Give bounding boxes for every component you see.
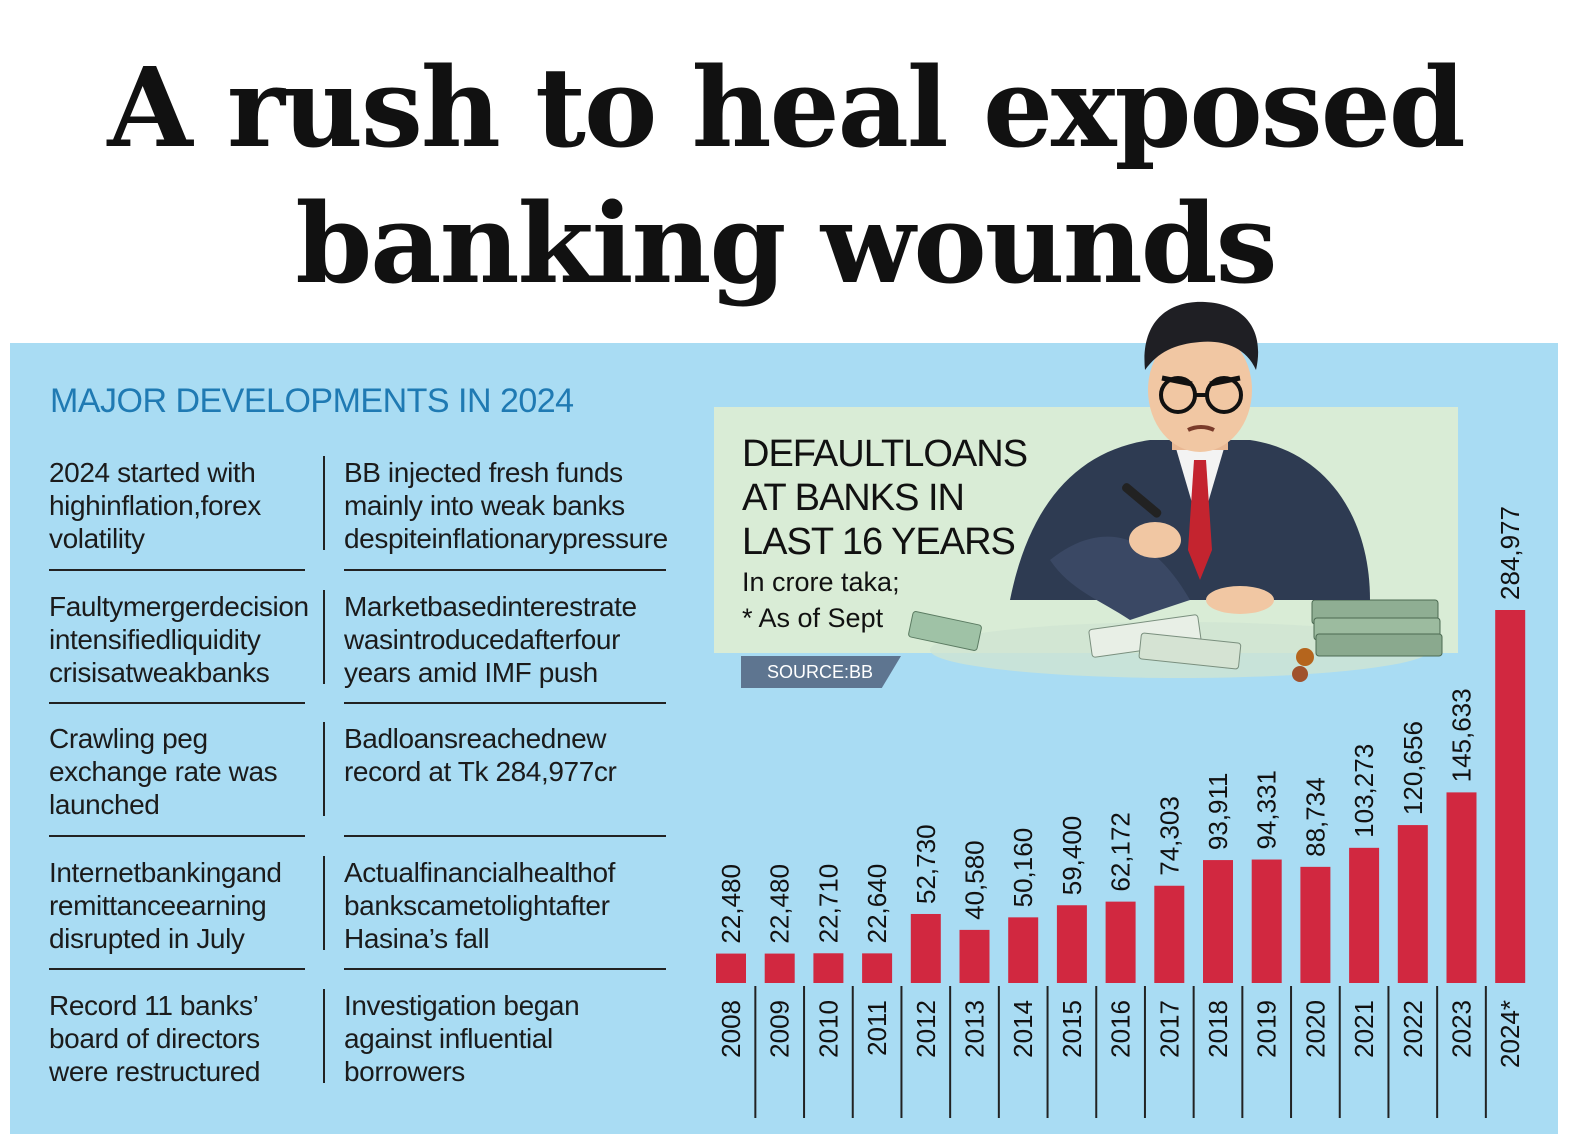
bar-2017 bbox=[1154, 885, 1185, 983]
bar-2019 bbox=[1251, 859, 1282, 983]
development-item: BB injected fresh funds mainly into weak… bbox=[344, 457, 668, 554]
row-divider bbox=[344, 569, 666, 571]
row-divider bbox=[344, 968, 666, 970]
bar-2023 bbox=[1446, 792, 1477, 983]
year-tick-label: 2021 bbox=[1349, 1000, 1379, 1058]
bar-2009 bbox=[764, 953, 795, 983]
data-label: 22,480 bbox=[765, 864, 795, 944]
chart-subtitle: In crore taka; * As of Sept bbox=[742, 564, 962, 636]
data-label: 40,580 bbox=[960, 840, 990, 920]
column-divider bbox=[323, 856, 325, 950]
row-divider bbox=[344, 702, 666, 704]
bar-2012 bbox=[910, 913, 941, 983]
year-tick-label: 2014 bbox=[1008, 1000, 1038, 1058]
bar-2018 bbox=[1203, 860, 1233, 983]
bar-2011 bbox=[862, 953, 893, 983]
bar-2022 bbox=[1397, 825, 1428, 983]
row-divider bbox=[49, 702, 305, 704]
businessman-with-money-icon bbox=[908, 301, 1443, 682]
data-label: 22,710 bbox=[813, 864, 843, 944]
column-divider bbox=[323, 989, 325, 1083]
year-tick-label: 2013 bbox=[960, 1000, 990, 1058]
development-item: Crawling peg exchange rate was launched bbox=[49, 723, 278, 820]
developments-title: MAJOR DEVELOPMENTS IN 2024 bbox=[50, 382, 574, 420]
data-label: 103,273 bbox=[1349, 744, 1379, 838]
data-label: 59,400 bbox=[1057, 816, 1087, 896]
data-label: 62,172 bbox=[1106, 812, 1136, 892]
year-tick-label: 2020 bbox=[1300, 1000, 1330, 1058]
data-label: 284,977 bbox=[1495, 506, 1525, 600]
column-divider bbox=[323, 590, 325, 684]
row-divider bbox=[49, 835, 305, 837]
data-label: 52,730 bbox=[911, 824, 941, 904]
bar-2010 bbox=[813, 953, 844, 983]
development-item: 2024 started with highinflation,forex vo… bbox=[49, 457, 261, 554]
row-divider bbox=[49, 968, 305, 970]
bar-2008 bbox=[716, 953, 746, 983]
development-item: Record 11 banks’ board of directors were… bbox=[49, 990, 261, 1087]
chart-title-line: DEFAULTLOANS bbox=[742, 433, 1028, 475]
data-label: 88,734 bbox=[1300, 777, 1330, 857]
year-tick-label: 2012 bbox=[911, 1000, 941, 1058]
year-tick-label: 2022 bbox=[1398, 1000, 1428, 1058]
column-divider bbox=[323, 722, 325, 816]
development-item: Faultymergerdecision intensifiedliquidit… bbox=[49, 591, 309, 688]
year-tick-label: 2023 bbox=[1447, 1000, 1477, 1058]
bar-2020 bbox=[1300, 866, 1331, 983]
headline-line-1: A rush to heal exposed bbox=[107, 43, 1465, 172]
headline-line-2: banking wounds bbox=[295, 179, 1277, 308]
bar-2021 bbox=[1349, 847, 1380, 983]
chart-date-note: * As of Sept bbox=[742, 603, 884, 633]
chart-title: DEFAULTLOANS AT BANKS IN LAST 16 YEARS bbox=[742, 432, 1042, 564]
year-tick-label: 2024* bbox=[1495, 1000, 1525, 1068]
chart-title-line: AT BANKS IN bbox=[742, 477, 965, 519]
development-item: Actualfinancialhealthof bankscametolight… bbox=[344, 857, 615, 954]
data-label: 120,656 bbox=[1398, 721, 1428, 815]
year-tick-label: 2009 bbox=[765, 1000, 795, 1058]
source-tag: SOURCE:BB bbox=[741, 656, 901, 688]
bar-2013 bbox=[959, 929, 990, 983]
year-tick-label: 2016 bbox=[1106, 1000, 1136, 1058]
row-divider bbox=[49, 569, 305, 571]
data-label: 22,640 bbox=[862, 864, 892, 944]
year-tick-label: 2011 bbox=[862, 1000, 892, 1056]
development-item: Internetbankingand remittanceearning dis… bbox=[49, 857, 282, 954]
chart-title-line: LAST 16 YEARS bbox=[742, 521, 1016, 563]
development-item: Badloansreachednew record at Tk 284,977c… bbox=[344, 723, 617, 787]
year-tick-label: 2018 bbox=[1203, 1000, 1233, 1058]
data-label: 22,480 bbox=[716, 864, 746, 944]
data-label: 74,303 bbox=[1154, 796, 1184, 876]
column-divider bbox=[323, 456, 325, 550]
year-tick-label: 2017 bbox=[1154, 1000, 1184, 1058]
year-tick-label: 2019 bbox=[1252, 1000, 1282, 1058]
year-tick-label: 2010 bbox=[813, 1000, 843, 1058]
chart-unit-note: In crore taka; bbox=[742, 567, 900, 597]
data-label: 145,633 bbox=[1447, 688, 1477, 782]
year-tick-label: 2008 bbox=[716, 1000, 746, 1058]
data-label: 50,160 bbox=[1008, 828, 1038, 908]
bar-2024* bbox=[1495, 610, 1526, 983]
row-divider bbox=[344, 835, 666, 837]
data-label: 94,331 bbox=[1252, 770, 1282, 850]
bar-2016 bbox=[1105, 901, 1136, 983]
development-item: Marketbasedinterestrate wasintroducedaft… bbox=[344, 591, 637, 688]
bar-2015 bbox=[1056, 905, 1087, 983]
year-tick-label: 2015 bbox=[1057, 1000, 1087, 1058]
data-label: 93,911 bbox=[1203, 772, 1233, 850]
bar-2014 bbox=[1008, 917, 1039, 983]
development-item: Investigation began against influential … bbox=[344, 990, 580, 1087]
headline: A rush to heal exposed banking wounds bbox=[0, 40, 1571, 312]
